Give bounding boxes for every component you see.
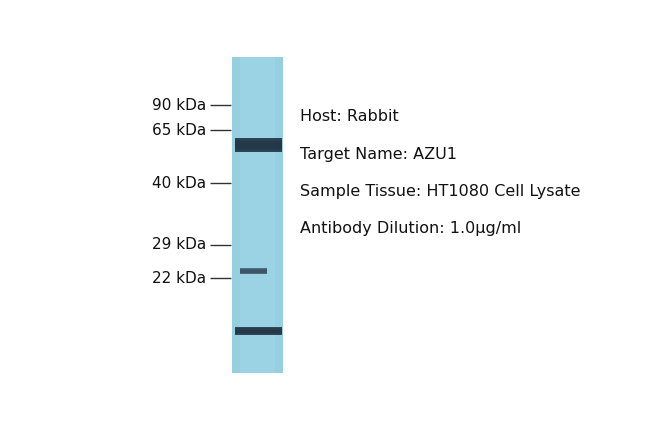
Text: Antibody Dilution: 1.0µg/ml: Antibody Dilution: 1.0µg/ml [300,221,522,235]
Bar [240,269,266,273]
Text: 90 kDa: 90 kDa [152,98,206,113]
Text: Sample Tissue: HT1080 Cell Lysate: Sample Tissue: HT1080 Cell Lysate [300,184,581,199]
Bar [235,327,281,335]
Bar [240,268,266,274]
Text: 40 kDa: 40 kDa [152,176,206,191]
Bar [233,57,283,373]
Bar [235,328,281,334]
Text: 29 kDa: 29 kDa [152,237,206,252]
Bar [235,140,281,150]
Bar [235,138,281,152]
Bar [240,270,266,273]
Text: Target Name: AZU1: Target Name: AZU1 [300,147,458,162]
Text: 65 kDa: 65 kDa [152,123,206,137]
Bar [240,57,275,373]
Bar [235,142,281,148]
Text: Host: Rabbit: Host: Rabbit [300,109,399,124]
Bar [235,330,281,333]
Text: 22 kDa: 22 kDa [152,270,206,286]
